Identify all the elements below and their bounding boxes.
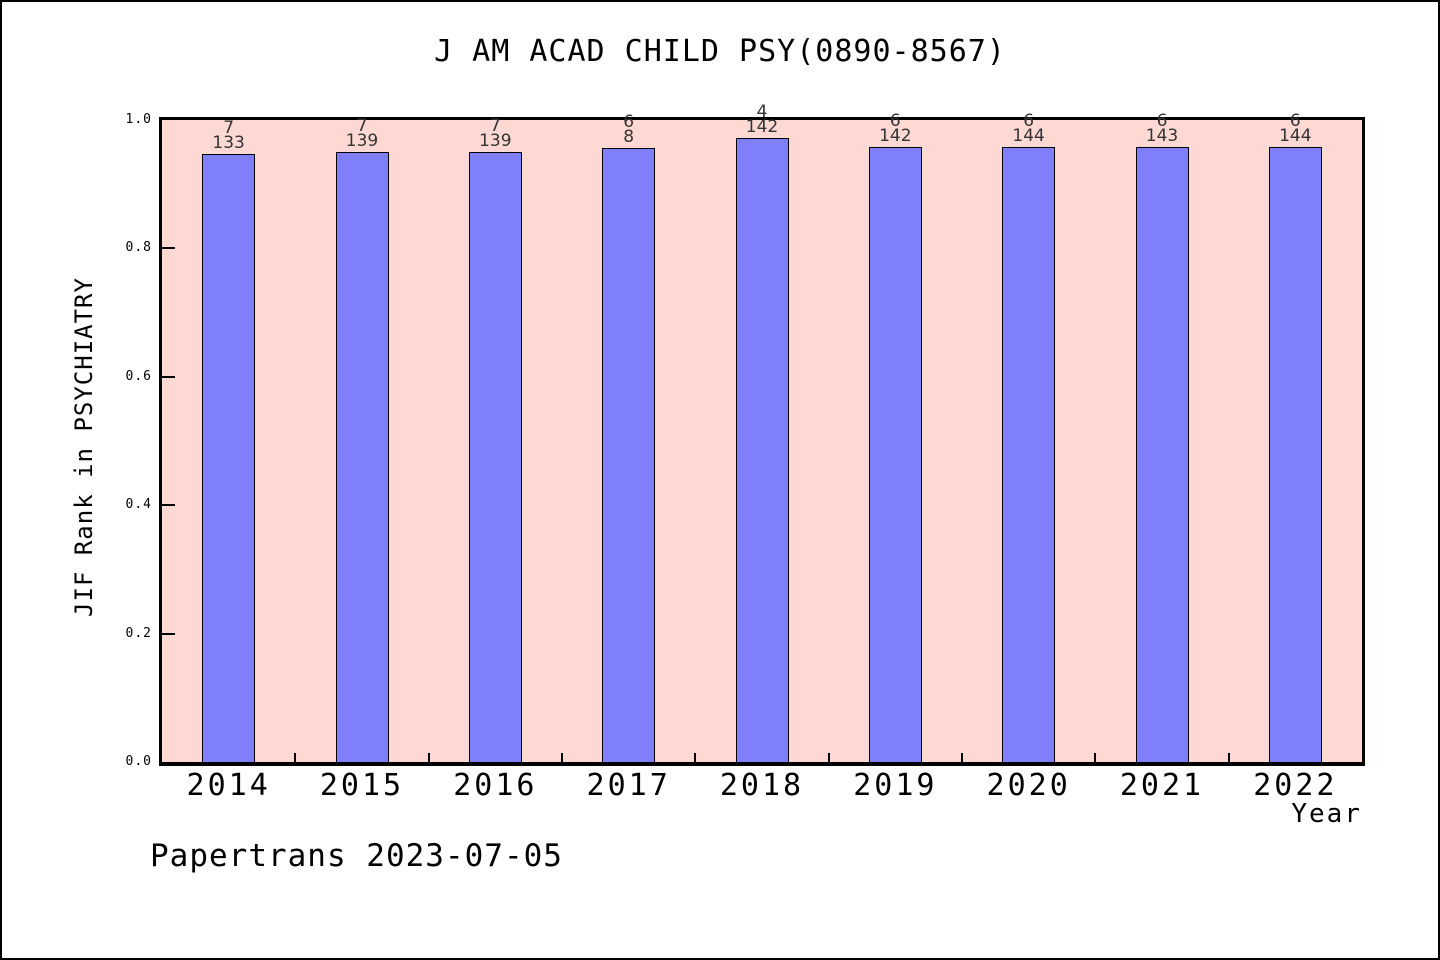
- chart-title: J AM ACAD CHILD PSY(0890-8567): [434, 34, 1006, 69]
- x-minor-tick: [561, 753, 563, 762]
- bar-value-label-2022: 6 144: [1235, 111, 1355, 146]
- x-tick-label-2014: 2014: [186, 768, 271, 803]
- bar-2018: [735, 138, 789, 762]
- y-tick-label-0.6: 0.6: [125, 368, 152, 384]
- bar-value-label-2014: 7 133: [169, 118, 289, 153]
- y-tick-mark-0.2: [162, 632, 175, 635]
- y-axis-title: JIF Rank in PSYCHIATRY: [70, 277, 98, 617]
- x-tick-label-2019: 2019: [853, 768, 938, 803]
- x-tick-label-2016: 2016: [453, 768, 538, 803]
- bar-label-rank: 7: [356, 116, 368, 136]
- bar-label-total: 139: [479, 131, 512, 151]
- x-minor-tick: [961, 753, 963, 762]
- bar-label-rank: 4: [756, 102, 768, 122]
- x-minor-tick: [827, 753, 830, 762]
- y-tick-mark-0.4: [162, 504, 175, 507]
- bar-value-label-2020: 6 144: [969, 111, 1089, 146]
- x-tick-label-2015: 2015: [319, 768, 405, 803]
- bar-label-rank: 6: [1156, 111, 1168, 131]
- bar-value-label-2016: 7 139: [435, 116, 555, 151]
- y-tick-label-0.0: 0.0: [125, 754, 152, 769]
- bar-2016: [468, 152, 522, 762]
- x-minor-tick: [1094, 753, 1097, 762]
- x-minor-tick: [294, 753, 297, 762]
- bar-label-total: 144: [1279, 126, 1312, 146]
- watermark-text: Papertrans 2023-07-05: [150, 838, 563, 874]
- y-tick-label-0.8: 0.8: [125, 240, 152, 256]
- x-tick-label-2018: 2018: [719, 768, 805, 803]
- x-minor-tick: [1227, 753, 1230, 762]
- x-tick-label-2017: 2017: [586, 768, 671, 803]
- bar-label-total: 142: [879, 126, 912, 146]
- bar-label-total: 143: [1145, 126, 1179, 146]
- bar-value-label-2019: 6 142: [835, 111, 955, 146]
- bar-label-rank: 7: [489, 116, 501, 136]
- bar-2020: [1002, 147, 1056, 762]
- bar-label-rank: 6: [889, 111, 901, 131]
- plot-area: 7 133 7 139 7 139 6 8 4 142 6 142 6 144 6 143 6 144: [159, 104, 1365, 766]
- x-tick-label-2021: 2021: [1119, 768, 1205, 803]
- bar-2022: [1268, 147, 1322, 762]
- bar-label-total: 142: [745, 117, 779, 137]
- x-minor-tick: [427, 753, 430, 762]
- bar-value-label-2021: 6 143: [1102, 111, 1222, 146]
- bar-label-total: 139: [345, 131, 379, 151]
- y-tick-label-0.2: 0.2: [125, 625, 152, 641]
- x-axis-title: Year: [1291, 799, 1362, 829]
- bar-label-rank: 7: [223, 118, 235, 138]
- x-tick-label-2020: 2020: [986, 768, 1071, 803]
- bar-2015: [335, 152, 389, 762]
- y-tick-mark-0.8: [162, 247, 175, 250]
- bar-value-label-2015: 7 139: [302, 116, 422, 151]
- bar-label-total: 144: [1012, 126, 1045, 146]
- bar-label-total: 8: [623, 127, 635, 147]
- bar-label-total: 133: [212, 133, 245, 153]
- bar-label-rank: 6: [1023, 111, 1035, 131]
- bar-2014: [202, 154, 256, 762]
- bar-2021: [1135, 147, 1189, 762]
- x-minor-tick: [694, 753, 697, 762]
- y-tick-mark-0.6: [162, 375, 175, 378]
- y-tick-label-0.4: 0.4: [125, 497, 152, 513]
- bar-label-rank: 6: [1289, 111, 1301, 131]
- x-tick-label-2022: 2022: [1253, 768, 1338, 803]
- y-tick-label-1.0: 1.0: [125, 112, 152, 127]
- bar-label-rank: 6: [623, 112, 635, 132]
- bar-2019: [868, 147, 922, 762]
- bar-2017: [602, 148, 656, 762]
- bar-value-label-2018: 4 142: [702, 102, 822, 137]
